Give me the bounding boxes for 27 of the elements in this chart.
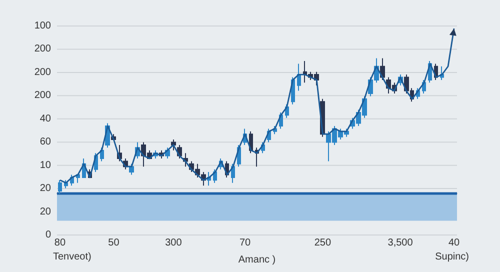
- text: 60: [40, 136, 52, 148]
- text: 200: [34, 66, 52, 78]
- candlestick: [171, 139, 176, 151]
- x-tick-label: 50: [108, 238, 120, 248]
- text: 0: [45, 230, 52, 240]
- text: 20: [40, 206, 52, 218]
- text: 200: [34, 44, 52, 55]
- candlestick: [100, 147, 104, 162]
- x-tick-label: 80: [54, 238, 66, 248]
- candlestick: [231, 163, 235, 184]
- x-tick-label: 300: [165, 238, 182, 248]
- candlestick: [297, 63, 301, 92]
- x-tick-label: 70: [239, 238, 252, 248]
- text: Tenveot): [53, 252, 92, 262]
- x-tick-label: 40: [448, 238, 460, 248]
- text: 40: [40, 113, 52, 124]
- candlestick: [64, 180, 68, 189]
- text: 10: [40, 160, 52, 171]
- candlestick: [285, 104, 289, 118]
- x-tick-label: 250: [314, 238, 332, 248]
- text: Supinc): [435, 252, 469, 262]
- text: 200: [34, 90, 52, 102]
- text: 100: [34, 20, 52, 32]
- text: 20: [40, 183, 52, 194]
- candlestick: [58, 180, 62, 194]
- x-axis-title: Amanc ): [238, 254, 276, 266]
- x-tick-label: 3,500: [388, 238, 414, 248]
